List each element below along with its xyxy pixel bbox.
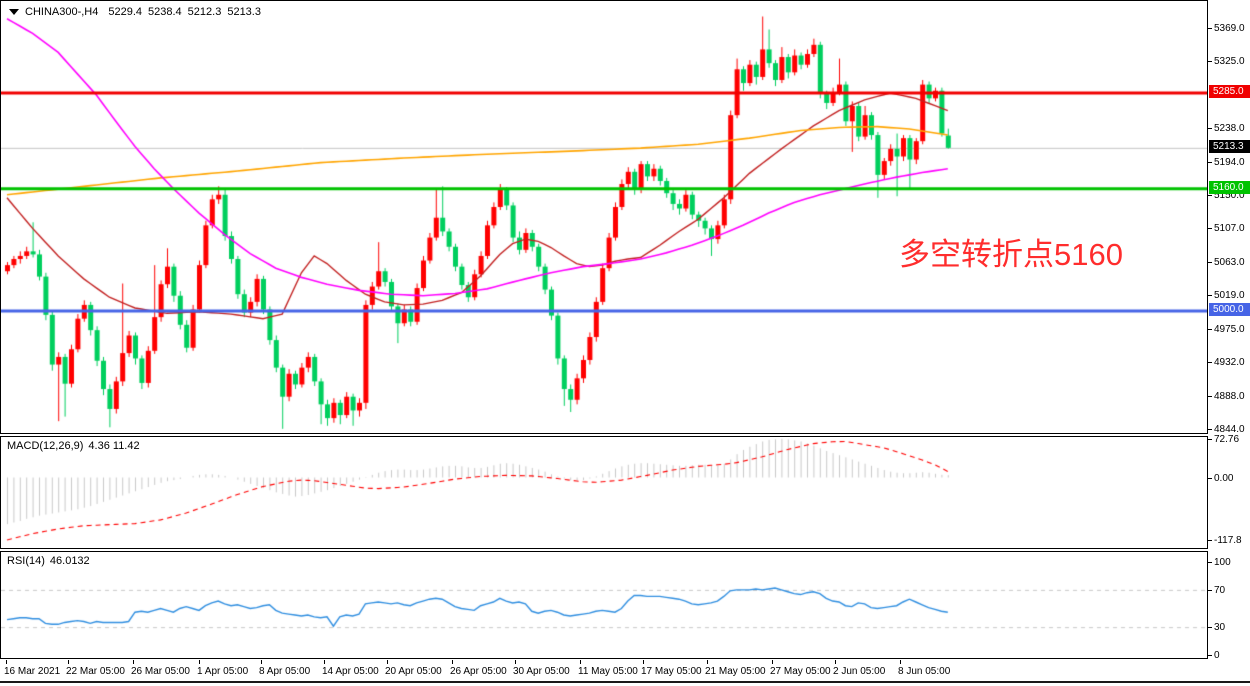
time-label: 14 Apr 05:00	[322, 666, 379, 677]
time-tick	[643, 660, 644, 664]
price-tick-label-tick	[1208, 61, 1212, 62]
time-label: 30 Apr 05:00	[513, 666, 570, 677]
price-tick-label-tick	[1208, 228, 1212, 229]
time-label: 26 Mar 05:00	[131, 666, 190, 677]
time-label: 8 Apr 05:00	[259, 666, 311, 677]
time-label: 8 Jun 05:00	[898, 666, 951, 677]
price-tick-label: 4975.0	[1214, 324, 1245, 335]
time-label: 17 May 05:00	[641, 666, 702, 677]
price-chart-canvas[interactable]	[1, 1, 1207, 433]
price-tick-label: 5063.0	[1214, 257, 1245, 268]
rsi-tick-label: 0	[1214, 650, 1220, 661]
time-tick	[261, 660, 262, 664]
price-tick-label: 4888.0	[1214, 391, 1245, 402]
chart-annotation-text: 多空转折点5160	[899, 237, 1123, 272]
price-tick-label-tick	[1208, 262, 1212, 263]
time-tick	[452, 660, 453, 664]
macd-tick-label-tick	[1208, 540, 1212, 541]
time-label: 2 Jun 05:00	[833, 666, 886, 677]
price-level-badge: 5285.0	[1209, 85, 1250, 98]
chart-title: CHINA300-,H4 5229.4 5238.4 5212.3 5213.3	[9, 6, 267, 18]
time-tick	[772, 660, 773, 664]
price-tick-label: 4844.0	[1214, 424, 1245, 435]
time-axis[interactable]: 16 Mar 2021 22 Mar 05:00 26 Mar 05:00 1 Apr…	[0, 660, 1208, 684]
rsi-tick-label-tick	[1208, 590, 1212, 591]
rsi-tick-label: 100	[1214, 557, 1231, 568]
rsi-label: RSI(14) 46.0132	[7, 555, 90, 567]
price-axis-scale[interactable]: 5369.0 5325.0 5238.0 5194.0 5150.0 5107.0 5063…	[1208, 0, 1250, 686]
macd-indicator-panel: MACD(12,26,9) 4.36 11.42	[0, 436, 1208, 549]
price-tick-label-tick	[1208, 429, 1212, 430]
symbol-period-label: CHINA300-,H4	[25, 6, 99, 18]
price-tick-label: 4932.0	[1214, 357, 1245, 368]
price-tick-label-tick	[1208, 195, 1212, 196]
ohlc-high: 5238.4	[148, 6, 182, 18]
time-label: 22 Mar 05:00	[66, 666, 125, 677]
rsi-canvas[interactable]	[1, 552, 1207, 658]
macd-tick-label: -117.8	[1214, 535, 1242, 546]
price-tick-label-tick	[1208, 295, 1212, 296]
time-tick	[900, 660, 901, 664]
price-tick-label: 5369.0	[1214, 23, 1245, 34]
time-tick	[199, 660, 200, 664]
time-label: 16 Mar 2021	[4, 666, 61, 677]
macd-tick-label-tick	[1208, 439, 1212, 440]
ohlc-low: 5212.3	[187, 6, 222, 18]
price-tick-label: 5194.0	[1214, 157, 1245, 168]
time-tick	[580, 660, 581, 664]
macd-canvas[interactable]	[1, 437, 1207, 548]
time-tick	[835, 660, 836, 664]
rsi-tick-label-tick	[1208, 655, 1212, 656]
price-tick-label-tick	[1208, 162, 1212, 163]
time-tick	[324, 660, 325, 664]
macd-tick-label-tick	[1208, 478, 1212, 479]
macd-tick-label: 0.00	[1214, 473, 1234, 484]
rsi-indicator-panel: RSI(14) 46.0132	[0, 551, 1208, 659]
price-tick-label: 5150.0	[1214, 190, 1245, 201]
time-tick	[133, 660, 134, 664]
price-level-badge: 5213.3	[1209, 140, 1250, 153]
main-price-panel: CHINA300-,H4 5229.4 5238.4 5212.3 5213.3…	[0, 0, 1208, 434]
symbol-dropdown-icon[interactable]	[9, 9, 19, 15]
price-level-badge: 5160.0	[1209, 181, 1250, 194]
rsi-tick-label-tick	[1208, 627, 1212, 628]
time-label: 1 Apr 05:00	[197, 666, 249, 677]
price-tick-label: 5107.0	[1214, 223, 1245, 234]
macd-label: MACD(12,26,9) 4.36 11.42	[7, 440, 140, 452]
price-tick-label-tick	[1208, 396, 1212, 397]
time-tick	[6, 660, 7, 664]
macd-tick-label: 72.76	[1214, 434, 1240, 445]
price-tick-label-tick	[1208, 362, 1212, 363]
time-label: 21 May 05:00	[705, 666, 766, 677]
price-tick-label: 5238.0	[1214, 123, 1245, 134]
time-label: 26 Apr 05:00	[450, 666, 507, 677]
price-level-badge: 5000.0	[1209, 303, 1250, 316]
ohlc-open: 5229.4	[108, 6, 143, 18]
rsi-tick-label: 30	[1214, 622, 1226, 633]
rsi-tick-label-tick	[1208, 562, 1212, 563]
window-bottom-frame	[0, 681, 1250, 683]
time-label: 27 May 05:00	[770, 666, 831, 677]
price-tick-label-tick	[1208, 329, 1212, 330]
price-tick-label: 5325.0	[1214, 56, 1245, 67]
price-tick-label: 5019.0	[1214, 290, 1245, 301]
time-tick	[68, 660, 69, 664]
price-tick-label-tick	[1208, 28, 1212, 29]
time-label: 20 Apr 05:00	[385, 666, 442, 677]
price-tick-label-tick	[1208, 128, 1212, 129]
ohlc-close: 5213.3	[227, 6, 261, 18]
time-tick	[515, 660, 516, 664]
time-tick	[707, 660, 708, 664]
time-label: 11 May 05:00	[578, 666, 638, 677]
rsi-tick-label: 70	[1214, 585, 1226, 596]
time-tick	[387, 660, 388, 664]
